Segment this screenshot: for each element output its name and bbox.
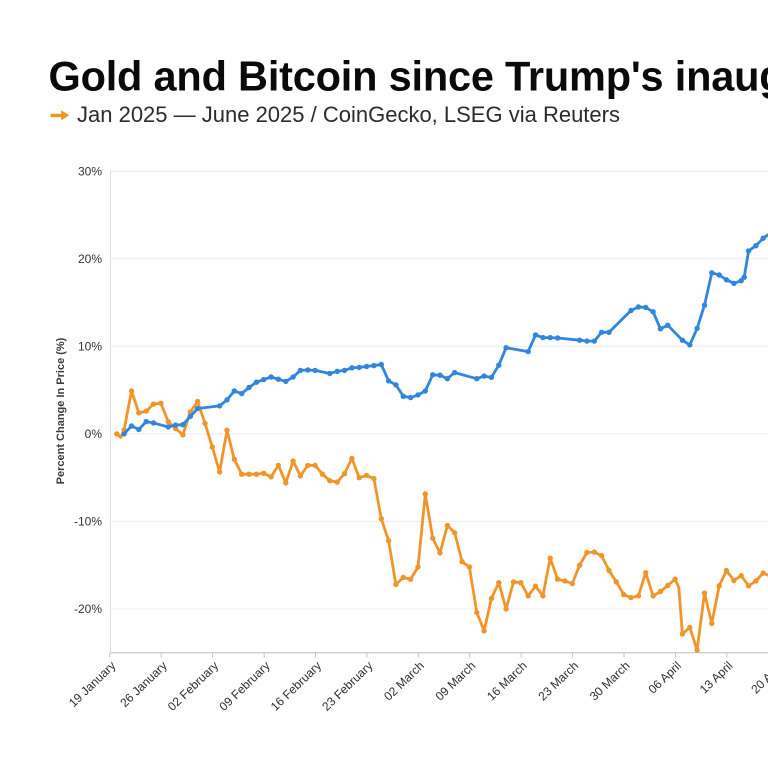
svg-text:-20%: -20%	[74, 602, 102, 616]
svg-text:20%: 20%	[78, 252, 102, 266]
svg-text:10%: 10%	[78, 340, 102, 354]
svg-text:30%: 30%	[78, 164, 102, 178]
svg-text:-10%: -10%	[74, 515, 102, 529]
svg-text:0%: 0%	[85, 427, 103, 441]
svg-text:Percent Change In Price (%): Percent Change In Price (%)	[55, 337, 67, 484]
svg-text:Jan 2025 — June 2025 / CoinGec: Jan 2025 — June 2025 / CoinGecko, LSEG v…	[77, 102, 620, 127]
svg-text:Gold and Bitcoin since Trump's: Gold and Bitcoin since Trump's inaugurat…	[49, 53, 768, 100]
